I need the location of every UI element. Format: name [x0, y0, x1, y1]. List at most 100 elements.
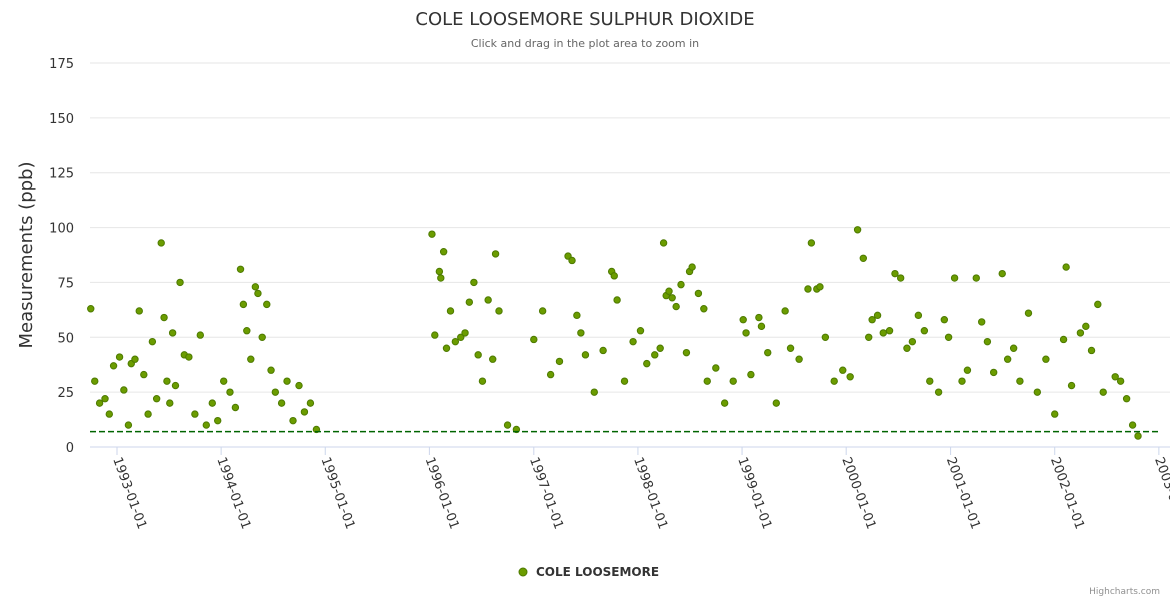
- scatter-point[interactable]: [677, 280, 685, 289]
- scatter-point[interactable]: [700, 305, 708, 313]
- scatter-point[interactable]: [236, 265, 245, 273]
- scatter-point[interactable]: [251, 283, 260, 291]
- scatter-point[interactable]: [742, 329, 750, 337]
- scatter-point[interactable]: [231, 403, 240, 412]
- scatter-point[interactable]: [428, 230, 436, 238]
- scatter-point[interactable]: [859, 254, 868, 262]
- scatter-point[interactable]: [920, 327, 929, 335]
- scatter-point[interactable]: [983, 337, 992, 346]
- scatter-point[interactable]: [148, 337, 157, 346]
- scatter-point[interactable]: [755, 313, 763, 322]
- scatter-point[interactable]: [1062, 263, 1070, 271]
- scatter-point[interactable]: [963, 366, 972, 374]
- scatter-point[interactable]: [152, 395, 161, 403]
- scatter-point[interactable]: [202, 421, 210, 429]
- scatter-point[interactable]: [247, 355, 255, 363]
- scatter-point[interactable]: [977, 318, 986, 326]
- scatter-point[interactable]: [853, 226, 862, 234]
- scatter-point[interactable]: [703, 377, 711, 385]
- scatter-point[interactable]: [1033, 388, 1042, 396]
- scatter-point[interactable]: [214, 416, 222, 425]
- scatter-point[interactable]: [739, 316, 747, 324]
- scatter-point[interactable]: [144, 410, 152, 418]
- scatter-point[interactable]: [484, 296, 492, 304]
- legend-item-cole-loosemore[interactable]: COLE LOOSEMORE: [536, 565, 659, 579]
- scatter-point[interactable]: [258, 333, 266, 341]
- scatter-point[interactable]: [729, 377, 737, 385]
- scatter-point[interactable]: [1082, 322, 1090, 331]
- scatter-point[interactable]: [950, 274, 959, 282]
- scatter-point[interactable]: [124, 421, 133, 429]
- scatter-point[interactable]: [289, 416, 297, 425]
- scatter-point[interactable]: [271, 388, 280, 396]
- scatter-point[interactable]: [478, 377, 487, 385]
- scatter-point[interactable]: [989, 368, 998, 377]
- scatter-point[interactable]: [873, 311, 882, 320]
- scatter-point[interactable]: [772, 399, 780, 407]
- scatter-point[interactable]: [659, 239, 668, 247]
- scatter-point[interactable]: [908, 337, 917, 346]
- scatter-point[interactable]: [135, 307, 143, 315]
- scatter-point[interactable]: [1003, 355, 1012, 363]
- scatter-point[interactable]: [998, 269, 1006, 278]
- scatter-point[interactable]: [1067, 381, 1076, 390]
- scatter-point[interactable]: [95, 399, 104, 407]
- scatter-point[interactable]: [196, 331, 205, 339]
- scatter-point[interactable]: [219, 377, 228, 385]
- scatter-point[interactable]: [439, 248, 448, 256]
- credits-link[interactable]: Highcharts.com: [1089, 587, 1160, 597]
- legend[interactable]: COLE LOOSEMORE: [518, 565, 659, 579]
- scatter-point[interactable]: [160, 313, 168, 322]
- scatter-point[interactable]: [636, 327, 645, 335]
- scatter-point[interactable]: [958, 377, 966, 385]
- scatter-point[interactable]: [830, 377, 838, 385]
- scatter-point[interactable]: [306, 399, 315, 407]
- scatter-point[interactable]: [101, 395, 109, 403]
- scatter-point[interactable]: [267, 366, 275, 374]
- scatter-point[interactable]: [461, 329, 469, 337]
- scatter-point[interactable]: [590, 388, 598, 396]
- scatter-point[interactable]: [1051, 410, 1059, 418]
- scatter-point[interactable]: [1111, 373, 1119, 381]
- scatter-point[interactable]: [87, 305, 95, 313]
- scatter-point[interactable]: [1134, 432, 1142, 440]
- scatter-point[interactable]: [546, 370, 555, 379]
- scatter-point[interactable]: [879, 329, 887, 337]
- scatter-point[interactable]: [1009, 344, 1018, 352]
- scatter-point[interactable]: [489, 355, 497, 363]
- scatter-point[interactable]: [495, 307, 503, 315]
- scatter-point[interactable]: [891, 269, 899, 278]
- scatter-point[interactable]: [665, 287, 673, 295]
- scatter-point[interactable]: [191, 410, 199, 418]
- scatter-point[interactable]: [115, 353, 124, 361]
- scatter-point[interactable]: [295, 381, 303, 390]
- scatter-point[interactable]: [300, 408, 309, 416]
- scatter-point[interactable]: [1094, 300, 1102, 309]
- scatter-point[interactable]: [757, 322, 766, 331]
- scatter-point[interactable]: [656, 344, 664, 352]
- scatter-point[interactable]: [903, 344, 911, 352]
- scatter-point[interactable]: [1116, 377, 1125, 385]
- scatter-point[interactable]: [465, 298, 474, 306]
- scatter-point[interactable]: [914, 311, 923, 320]
- scatter-point[interactable]: [530, 335, 538, 344]
- scatter-point[interactable]: [694, 289, 703, 298]
- scatter-point[interactable]: [277, 399, 286, 407]
- scatter-point[interactable]: [568, 256, 576, 265]
- scatter-point[interactable]: [940, 316, 949, 324]
- scatter-point[interactable]: [839, 366, 847, 374]
- scatter-point[interactable]: [491, 250, 500, 258]
- scatter-point[interactable]: [720, 399, 729, 407]
- scatter-point[interactable]: [816, 283, 824, 291]
- scatter-point[interactable]: [781, 307, 789, 315]
- scatter-point[interactable]: [629, 337, 637, 346]
- scatter-point[interactable]: [934, 388, 943, 396]
- scatter-point[interactable]: [163, 377, 171, 385]
- scatter-point[interactable]: [185, 353, 193, 361]
- scatter-point[interactable]: [243, 327, 251, 335]
- scatter-point[interactable]: [682, 348, 691, 357]
- scatter-point[interactable]: [620, 377, 629, 385]
- scatter-point[interactable]: [451, 337, 460, 346]
- scatter-point[interactable]: [613, 296, 621, 304]
